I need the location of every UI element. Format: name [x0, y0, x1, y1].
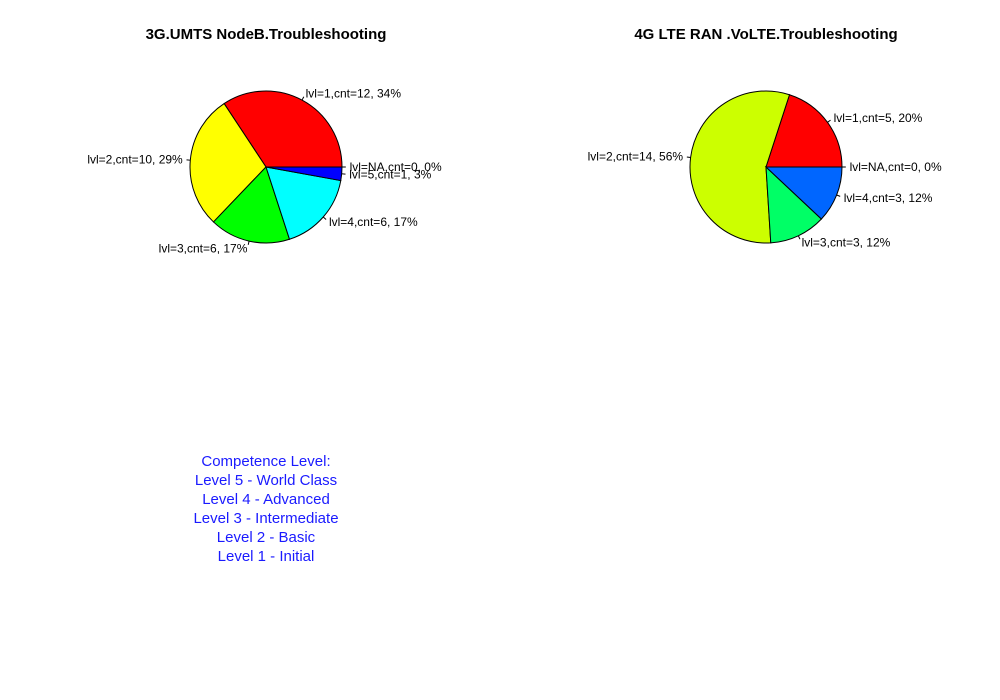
pie-slice-label: lvl=3,cnt=3, 12% — [802, 236, 891, 250]
pie-slices — [189, 90, 343, 244]
pie-slice-label: lvl=NA,cnt=0, 0% — [850, 160, 942, 174]
pie-label-tick — [797, 235, 801, 240]
legend-line-level-4: Level 4 - Advanced — [202, 491, 330, 508]
pie-slices — [689, 90, 843, 244]
pie-labels: lvl=1,cnt=12, 34% lvl=2,cnt=10, 29% lvl=3,… — [87, 86, 442, 255]
chart-title-4g-lte: 4G LTE RAN .VoLTE.Troubleshooting — [634, 26, 897, 43]
pie-slice-lvl-2 — [689, 90, 791, 244]
legend-line-level-1: Level 1 - Initial — [218, 548, 315, 565]
pie-labels: lvl=1,cnt=5, 20% lvl=2,cnt=14, 56% lvl=3,c… — [588, 111, 942, 250]
pie-slice-label: lvl=1,cnt=5, 20% — [834, 111, 923, 125]
pie-label-tick — [827, 119, 831, 123]
pie-slice-label: lvl=3,cnt=6, 17% — [159, 242, 248, 256]
legend-line-level-2: Level 2 - Basic — [217, 529, 316, 546]
pie-label-tick — [836, 194, 841, 197]
pie-slice-lvl-3 — [212, 166, 291, 244]
pie-label-tick — [301, 96, 305, 101]
pie-chart-4g-lte: 4G LTE RAN .VoLTE.Troubleshooting lvl=1,… — [588, 26, 942, 250]
pie-slice-label: lvl=5,cnt=1, 3% — [349, 167, 431, 181]
pie-chart-3g-umts: 3G.UMTS NodeB.Troubleshooting lvl=1,cnt=… — [87, 26, 442, 256]
legend-line-heading: Competence Level: — [201, 453, 330, 470]
legend-line-level-3: Level 3 - Intermediate — [193, 510, 338, 527]
pie-slice-label: lvl=1,cnt=12, 34% — [306, 86, 402, 100]
legend-line-level-5: Level 5 - World Class — [195, 472, 337, 489]
competence-legend: Competence Level: Level 5 - World Class … — [193, 453, 338, 565]
pie-slice-label: lvl=NA,cnt=0, 0% — [350, 160, 442, 174]
pie-label-tick — [247, 240, 250, 245]
pie-slice-label: lvl=4,cnt=3, 12% — [844, 191, 933, 205]
pie-slice-label: lvl=2,cnt=10, 29% — [87, 153, 183, 167]
pie-label-tick — [322, 216, 327, 220]
pie-slice-label: lvl=2,cnt=14, 56% — [588, 150, 684, 164]
chart-title-3g-umts: 3G.UMTS NodeB.Troubleshooting — [146, 26, 387, 43]
pie-slice-lvl-1 — [765, 94, 843, 168]
pie-slice-label: lvl=4,cnt=6, 17% — [329, 215, 418, 229]
pie-slice-lvl-4 — [265, 166, 342, 240]
pie-slice-lvl-2 — [189, 102, 267, 223]
